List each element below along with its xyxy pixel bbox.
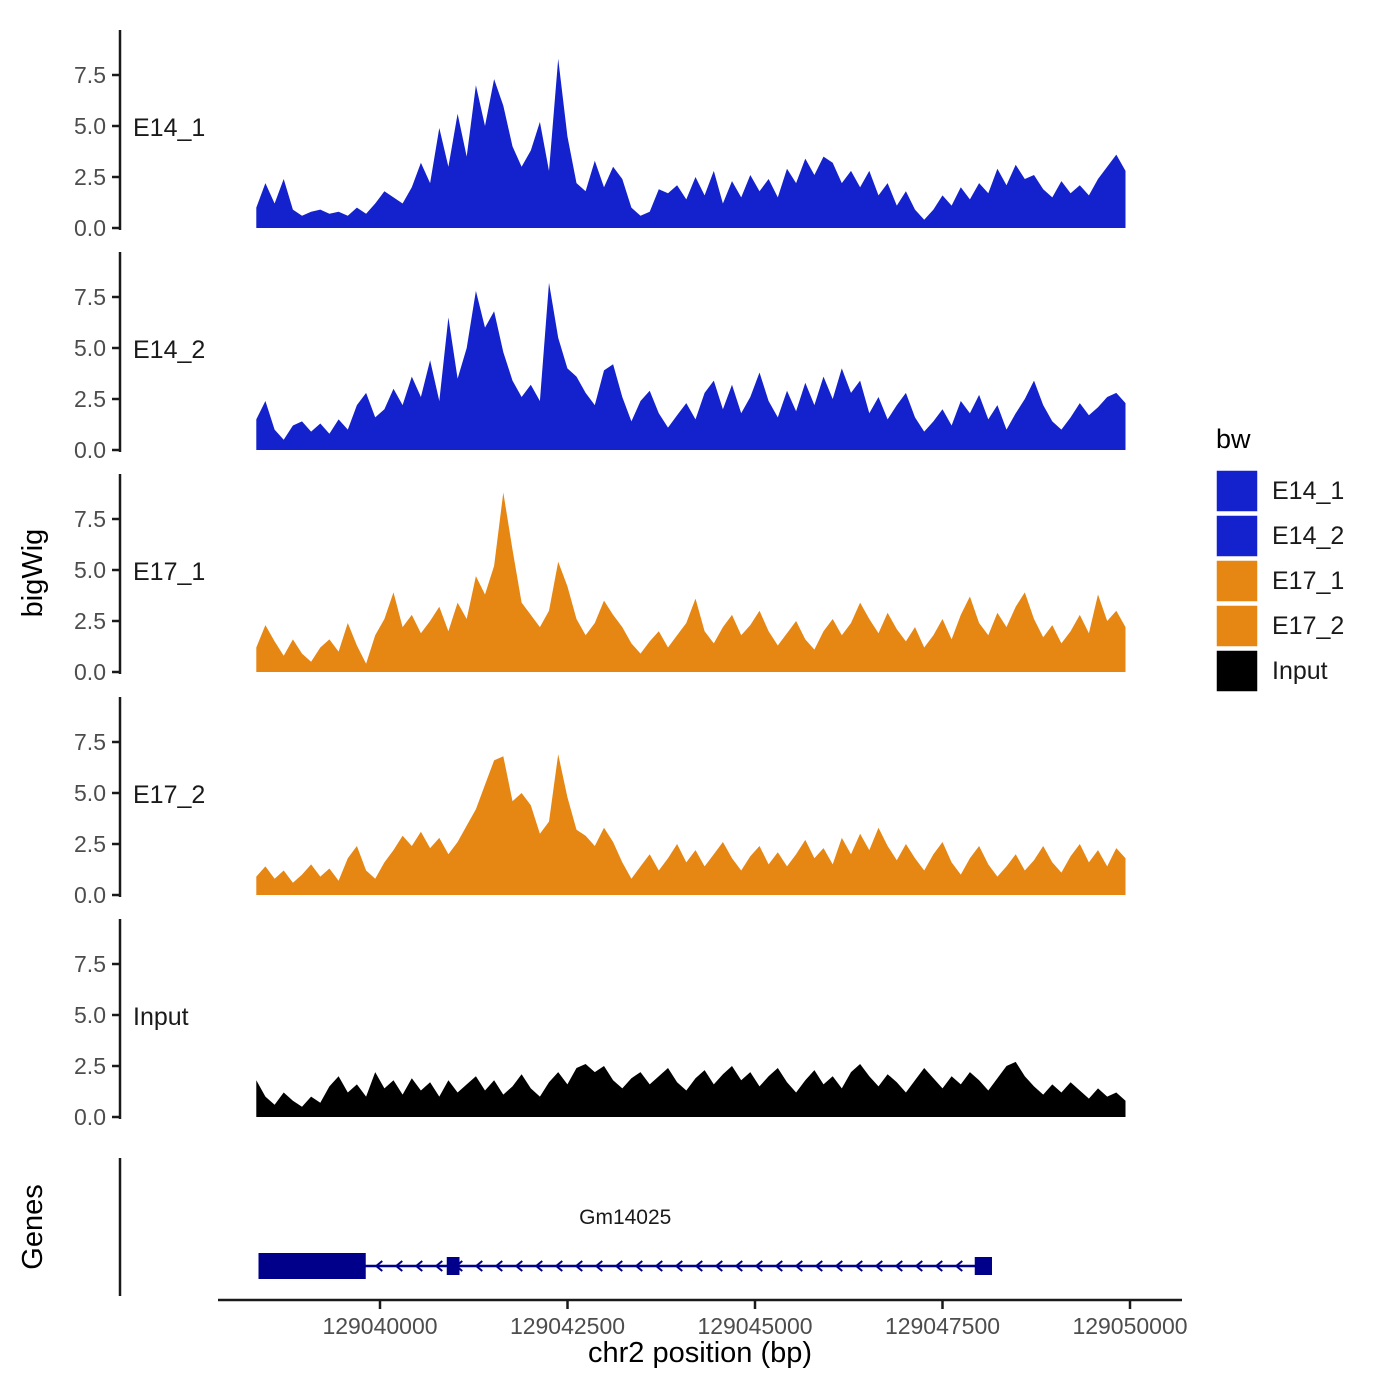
x-tick-label: 129042500 (510, 1313, 625, 1339)
strand-arrow-icon (874, 1260, 883, 1272)
legend-title: bw (1216, 424, 1251, 454)
y-tick-label: 0.0 (74, 882, 106, 908)
strand-arrow-icon (674, 1260, 683, 1272)
legend-swatch-E14_2 (1215, 514, 1259, 558)
track-label: Input (133, 1003, 189, 1031)
strand-arrow-icon (914, 1260, 923, 1272)
y-tick-label: 7.5 (74, 284, 106, 310)
y-tick-label: 5.0 (74, 557, 106, 583)
coverage-panel-Input: 0.0 2.5 5.0 7.5 Input (74, 919, 1126, 1130)
strand-arrow-icon (814, 1260, 823, 1272)
coverage-panel-E14_1: 0.0 2.5 5.0 7.5 E14_1 (74, 30, 1126, 241)
strand-arrow-icon (654, 1260, 663, 1272)
x-axis: 129040000 129042500 129045000 129047500 1290… (218, 1298, 1188, 1339)
y-tick-label: 2.5 (74, 386, 106, 412)
strand-arrow-icon (694, 1260, 703, 1272)
strand-arrow-icon (534, 1260, 543, 1272)
strand-arrow-icon (794, 1260, 803, 1272)
legend-label-E14_2: E14_2 (1272, 522, 1344, 550)
coverage-area-E17_1 (256, 492, 1126, 672)
legend: bw E14_1 E14_2 E17_1 E17_2 Input (1215, 424, 1344, 693)
y-tick-label: 0.0 (74, 215, 106, 241)
legend-label-E17_2: E17_2 (1272, 612, 1344, 640)
legend-label-E17_1: E17_1 (1272, 567, 1344, 595)
gene-exon (258, 1253, 366, 1279)
strand-arrow-icon (374, 1260, 383, 1272)
strand-arrow-icon (734, 1260, 743, 1272)
gene-track: Gm14025 (118, 1158, 992, 1296)
gene-name-label: Gm14025 (579, 1206, 671, 1229)
y-tick-label: 0.0 (74, 1104, 106, 1130)
strand-arrow-icon (954, 1260, 963, 1272)
y-tick-label: 7.5 (74, 506, 106, 532)
coverage-panel-E17_1: 0.0 2.5 5.0 7.5 E17_1 (74, 474, 1126, 685)
strand-arrow-icon (514, 1260, 523, 1272)
legend-swatch-E14_1 (1215, 469, 1259, 513)
coverage-area-E14_1 (256, 58, 1126, 229)
coverage-area-E17_2 (256, 754, 1126, 895)
y-tick-label: 7.5 (74, 729, 106, 755)
y-tick-label: 2.5 (74, 1053, 106, 1079)
y-tick-label: 2.5 (74, 164, 106, 190)
y-tick-label: 0.0 (74, 437, 106, 463)
strand-arrow-icon (594, 1260, 603, 1272)
y-tick-label: 7.5 (74, 62, 106, 88)
strand-arrow-icon (394, 1260, 403, 1272)
x-tick-label: 129047500 (885, 1313, 1000, 1339)
coverage-panels: 0.0 2.5 5.0 7.5 E14_1 0.0 2.5 5.0 7.5 E14_2 0.0 2.5… (74, 30, 1126, 1130)
strand-arrow-icon (614, 1260, 623, 1272)
y-tick-label: 2.5 (74, 608, 106, 634)
legend-swatch-Input (1215, 649, 1259, 693)
legend-swatch-E17_1 (1215, 559, 1259, 603)
coverage-panel-E17_2: 0.0 2.5 5.0 7.5 E17_2 (74, 697, 1126, 908)
genes-axis-title: Genes (17, 1184, 49, 1269)
y-tick-label: 5.0 (74, 780, 106, 806)
gene-exon (974, 1257, 992, 1275)
track-label: E17_1 (133, 558, 205, 586)
strand-arrow-icon (894, 1260, 903, 1272)
y-tick-label: 2.5 (74, 831, 106, 857)
coverage-panel-E14_2: 0.0 2.5 5.0 7.5 E14_2 (74, 252, 1126, 463)
strand-arrow-icon (634, 1260, 643, 1272)
x-tick-label: 129050000 (1072, 1313, 1187, 1339)
x-tick-label: 129040000 (322, 1313, 437, 1339)
strand-arrow-icon (934, 1260, 943, 1272)
x-axis-title: chr2 position (bp) (588, 1337, 812, 1369)
strand-arrow-icon (774, 1260, 783, 1272)
y-tick-label: 5.0 (74, 113, 106, 139)
strand-arrow-icon (554, 1260, 563, 1272)
strand-arrow-icon (414, 1260, 423, 1272)
coverage-area-Input (256, 1061, 1126, 1117)
x-tick-label: 129045000 (697, 1313, 812, 1339)
strand-arrow-icon (574, 1260, 583, 1272)
strand-arrow-icon (834, 1260, 843, 1272)
strand-arrow-icon (434, 1260, 443, 1272)
track-label: E17_2 (133, 781, 205, 809)
y-axis-title: bigWig (17, 529, 49, 618)
coverage-area-E14_2 (256, 282, 1126, 450)
strand-arrow-icon (754, 1260, 763, 1272)
strand-arrow-icon (854, 1260, 863, 1272)
y-tick-label: 0.0 (74, 659, 106, 685)
track-label: E14_2 (133, 336, 205, 364)
legend-label-Input: Input (1272, 657, 1328, 685)
y-tick-label: 5.0 (74, 1002, 106, 1028)
strand-arrow-icon (714, 1260, 723, 1272)
legend-swatch-E17_2 (1215, 604, 1259, 648)
y-tick-label: 5.0 (74, 335, 106, 361)
strand-arrow-icon (494, 1260, 503, 1272)
strand-arrow-icon (474, 1260, 483, 1272)
track-label: E14_1 (133, 114, 205, 142)
gene-exon (446, 1257, 460, 1275)
y-tick-label: 7.5 (74, 951, 106, 977)
legend-label-E14_1: E14_1 (1272, 477, 1344, 505)
